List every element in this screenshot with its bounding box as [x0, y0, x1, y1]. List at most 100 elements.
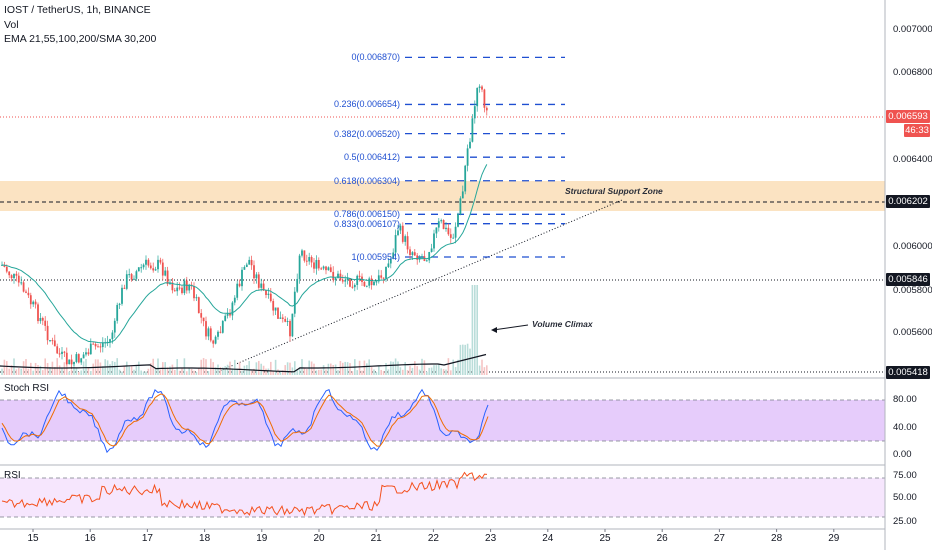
volume-bar — [174, 370, 176, 375]
volume-bar — [92, 363, 94, 375]
volume-bar — [85, 358, 87, 375]
candle-body — [382, 277, 385, 279]
time-tick-label: 22 — [427, 533, 439, 544]
ema-line — [1, 164, 488, 344]
candle-body — [68, 359, 71, 365]
candle-body — [365, 285, 368, 287]
candle-body — [464, 165, 467, 192]
stoch-tick: 40.00 — [893, 422, 917, 433]
fib-level-label: 0.833(0.006107) — [333, 218, 400, 229]
support-zone-label: Structural Support Zone — [565, 186, 663, 196]
volume-bar — [210, 358, 212, 375]
candle-body — [205, 321, 207, 337]
candle-body — [113, 320, 116, 333]
volume-bar — [231, 368, 234, 375]
volume-bar — [123, 366, 126, 375]
candle-body — [236, 283, 239, 298]
volume-bar — [315, 370, 318, 375]
candle-body — [327, 267, 330, 271]
price-tick: 0.006000 — [893, 241, 932, 252]
volume-bar — [327, 363, 330, 375]
volume-bar — [190, 368, 193, 375]
candle-body — [356, 275, 359, 285]
candle-body — [409, 249, 411, 255]
candle-body — [401, 225, 404, 242]
candle-body — [89, 343, 92, 355]
stoch-band — [0, 400, 885, 441]
candle-body — [485, 107, 488, 111]
candle-body — [351, 286, 354, 288]
low-price-tag: 0.005418 — [886, 366, 930, 379]
candle-body — [123, 287, 126, 289]
volume-bar — [150, 363, 152, 375]
fib-level-label: 0.382(0.006520) — [333, 128, 400, 139]
volume-bar — [37, 365, 39, 375]
volume-bar — [106, 360, 109, 375]
fib-level-label: 0.5(0.006412) — [343, 152, 400, 163]
volume-bar — [135, 364, 138, 375]
volume-bar — [274, 359, 277, 375]
symbol-title: IOST / TetherUS, 1h, BINANCE — [4, 4, 151, 16]
time-tick-label: 17 — [141, 533, 153, 544]
candle-body — [224, 315, 227, 321]
candle-body — [320, 268, 323, 270]
candle-body — [370, 278, 373, 286]
volume-bar — [159, 369, 162, 375]
volume-bar — [430, 367, 433, 375]
volume-bar — [1, 368, 3, 375]
volume-bar — [200, 359, 202, 375]
volume-bar — [435, 365, 438, 375]
volume-bar — [404, 362, 406, 375]
candle-body — [44, 320, 47, 326]
candle-body — [65, 352, 68, 365]
time-tick-label: 23 — [485, 533, 497, 544]
volume-bar — [426, 371, 428, 375]
rsi-pane[interactable] — [0, 471, 885, 518]
time-tick-label: 25 — [599, 533, 611, 544]
candle-body — [286, 321, 289, 323]
fib-level-label: 0.786(0.006150) — [333, 209, 400, 220]
candle-body — [428, 252, 431, 261]
candle-body — [277, 307, 279, 319]
volume-bar — [154, 369, 157, 375]
candle-body — [13, 273, 15, 279]
stoch-rsi-pane[interactable] — [0, 388, 885, 454]
volume-bar — [356, 370, 358, 375]
candle-body — [303, 250, 306, 261]
candle-body — [137, 267, 140, 272]
volume-bar — [18, 368, 20, 375]
volume-bar — [399, 367, 402, 375]
volume-bar — [243, 365, 246, 375]
volume-bar — [87, 366, 90, 375]
main-pane[interactable] — [0, 56, 885, 375]
fibonacci-levels — [405, 56, 565, 258]
time-tick-label: 29 — [828, 533, 840, 544]
candle-body — [10, 275, 13, 279]
volume-bar — [454, 367, 457, 375]
rsi-band — [0, 478, 885, 517]
candle-body — [161, 262, 164, 276]
volume-bar — [296, 369, 298, 375]
stoch-tick: 80.00 — [893, 394, 917, 405]
volume-bar — [277, 369, 279, 375]
volume-climax-label: Volume Climax — [532, 319, 593, 329]
candle-body — [61, 351, 63, 354]
volume-bar — [61, 368, 63, 375]
candle-body — [344, 280, 347, 282]
volume-bars — [1, 285, 488, 375]
time-tick-label: 18 — [199, 533, 211, 544]
volume-bar — [325, 369, 327, 375]
candle-body — [473, 106, 476, 119]
rsi-label: RSI — [4, 470, 21, 481]
candle-body — [200, 313, 203, 318]
candle-body — [325, 266, 327, 271]
candle-body — [176, 287, 179, 292]
stoch-tick: 0.00 — [893, 449, 912, 460]
volume-bar — [411, 367, 414, 375]
volume-bar — [476, 285, 478, 375]
candle-body — [375, 281, 378, 283]
volume-bar — [118, 369, 121, 375]
volume-bar — [337, 370, 339, 375]
candle-body — [274, 307, 277, 311]
